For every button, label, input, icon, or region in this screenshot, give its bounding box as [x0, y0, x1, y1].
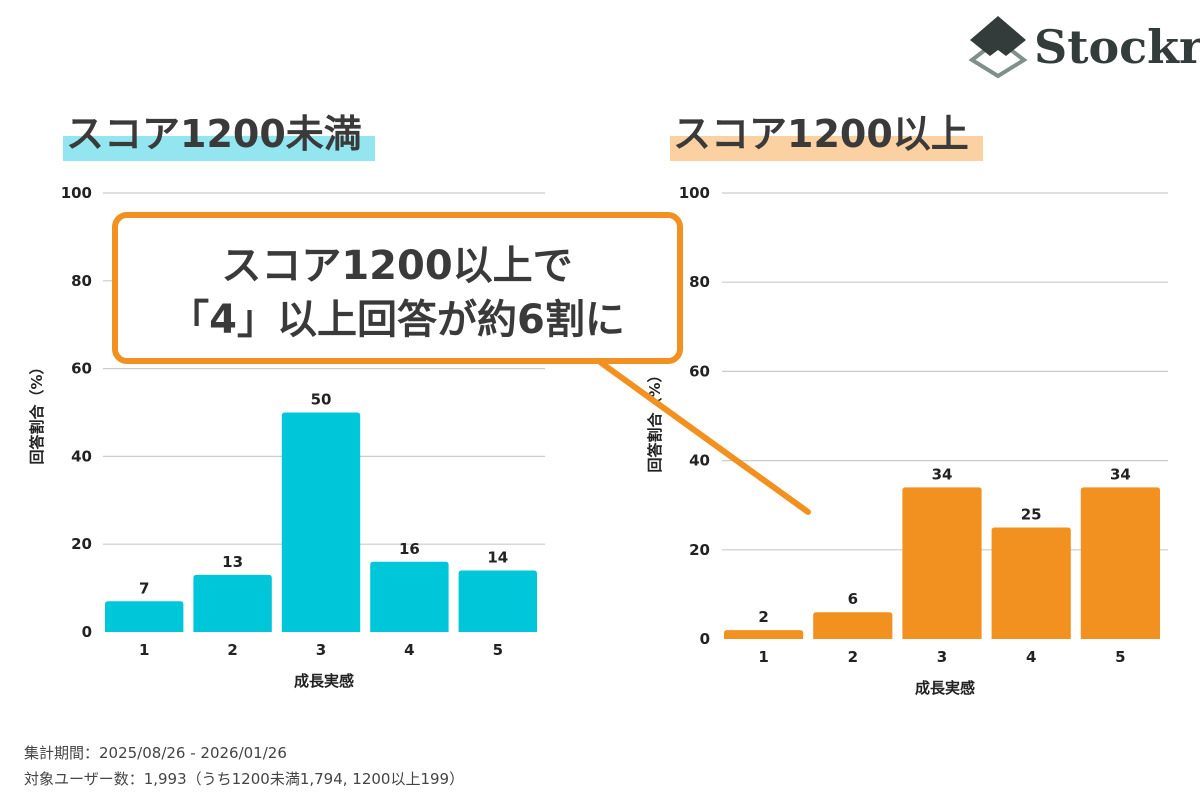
- chart-below-1200: スコア1200未満 0 20 40 60 80 100 7 1 13 2 50 3 16 4 14 5 成長実感 回…: [28, 112, 545, 690]
- y-tick-label: 40: [71, 447, 92, 465]
- y-tick-label: 80: [689, 273, 710, 291]
- x-tick-label: 1: [139, 641, 149, 659]
- x-tick-label: 5: [493, 641, 503, 659]
- bar: [458, 570, 537, 632]
- logo-mark-outline-icon: [968, 37, 1028, 79]
- data-label: 50: [311, 391, 332, 409]
- y-tick-label: 80: [71, 272, 92, 290]
- bar: [902, 487, 982, 639]
- stockr-logo: Stockr: [968, 16, 1200, 79]
- data-label: 7: [139, 579, 149, 597]
- bar: [370, 561, 449, 632]
- x-tick-label: 4: [404, 641, 414, 659]
- x-tick-label: 2: [227, 641, 237, 659]
- title-highlight: [670, 136, 983, 161]
- data-label: 34: [932, 465, 953, 483]
- chart-title: スコア1200以上: [673, 112, 969, 156]
- y-tick-label: 40: [689, 452, 710, 470]
- y-tick-label: 20: [689, 541, 710, 559]
- x-axis-label: 成長実感: [294, 672, 354, 690]
- bar: [193, 574, 272, 632]
- chart-above-1200: スコア1200以上 0 20 40 60 80 100 2 1 6 2 34 3 25 4 34 5 成長実感 回答…: [646, 112, 1168, 697]
- callout-box: [112, 212, 683, 364]
- footer-period: 集計期間：2025/08/26 - 2026/01/26: [24, 744, 287, 762]
- data-label: 13: [222, 553, 243, 571]
- y-tick-label: 0: [82, 623, 92, 641]
- x-tick-label: 2: [848, 648, 858, 666]
- x-axis-label: 成長実感: [915, 679, 975, 697]
- callout: スコア1200以上で 「4」以上回答が約6割に: [112, 212, 811, 515]
- data-label: 25: [1021, 506, 1042, 524]
- chart-title: スコア1200未満: [66, 112, 362, 156]
- x-tick-label: 5: [1115, 648, 1125, 666]
- data-label: 6: [848, 590, 858, 608]
- y-tick-label: 100: [679, 184, 710, 202]
- y-tick-label: 20: [71, 535, 92, 553]
- bar: [1080, 487, 1160, 639]
- callout-line-1: スコア1200以上で: [221, 243, 572, 289]
- y-tick-label: 0: [700, 630, 710, 648]
- data-label: 14: [487, 549, 508, 567]
- y-tick-label: 60: [689, 362, 710, 380]
- footer-users: 対象ユーザー数：1,993（うち1200未満1,794, 1200以上199）: [24, 770, 464, 788]
- x-tick-label: 3: [316, 641, 326, 659]
- title-highlight: [63, 136, 375, 161]
- data-label: 34: [1110, 465, 1131, 483]
- bar: [991, 527, 1071, 639]
- bar: [724, 630, 804, 639]
- logo-text: Stockr: [1034, 20, 1200, 74]
- bar: [813, 612, 893, 639]
- data-label: 16: [399, 540, 420, 558]
- y-axis-label: 回答割合（%）: [28, 359, 46, 464]
- y-axis-label: 回答割合（%）: [646, 367, 664, 472]
- callout-line-2: 「4」以上回答が約6割に: [169, 297, 625, 343]
- logo-mark-icon: [970, 16, 1026, 56]
- y-tick-label: 100: [61, 184, 92, 202]
- y-tick-label: 60: [71, 360, 92, 378]
- x-tick-label: 3: [937, 648, 947, 666]
- bar: [281, 412, 361, 632]
- bar: [105, 601, 184, 632]
- x-tick-label: 4: [1026, 648, 1036, 666]
- data-label: 2: [758, 608, 768, 626]
- callout-pointer: [597, 359, 811, 515]
- x-tick-label: 1: [758, 648, 768, 666]
